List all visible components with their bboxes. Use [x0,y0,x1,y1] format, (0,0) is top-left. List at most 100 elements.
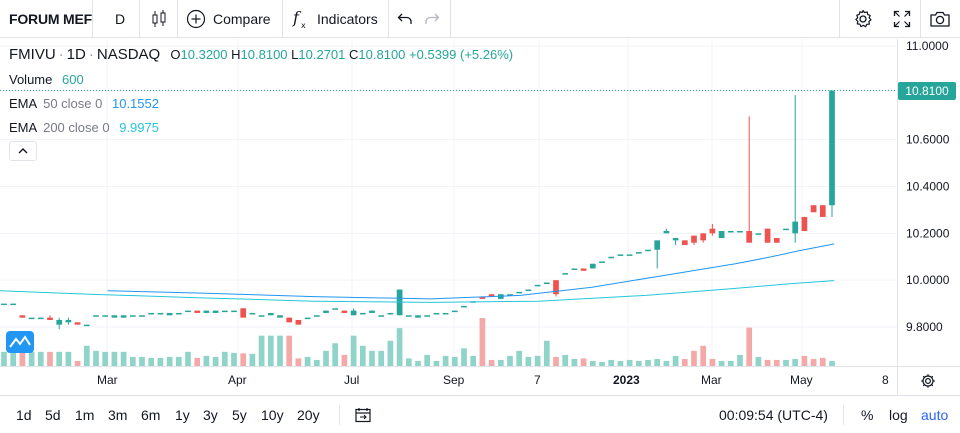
volume-legend[interactable]: Volume 600 [9,72,84,87]
candle-body [249,312,256,315]
indicators-label: Indicators [317,11,378,27]
candle-body [727,230,734,233]
undo-button[interactable] [396,0,414,38]
chart-type-button[interactable] [148,0,170,38]
ema50-legend[interactable]: EMA 50 close 0 10.1552 [9,96,159,111]
time-tick-label: May [790,373,813,387]
bottom-toolbar: 1d 5d 1m 3m 6m 1y 3y 5y 10y 20y 00:09:54… [0,395,960,433]
range-1d-button[interactable]: 1d [16,407,32,423]
volume-bar [829,360,835,366]
volume-bar [341,354,348,366]
volume-bar [617,360,624,366]
snapshot-button[interactable] [928,0,952,38]
candle-body [258,315,265,317]
volume-bar [286,335,293,366]
candle-body [829,90,835,206]
candle-body [783,228,789,231]
indicators-button[interactable]: f x Indicators [292,0,378,38]
range-1y-button[interactable]: 1y [175,407,190,423]
log-scale-button[interactable]: log [889,407,908,423]
volume-bar [645,359,651,366]
timezone-clock[interactable]: 00:09:54 (UTC-4) [719,407,828,423]
settings-button[interactable] [851,0,875,38]
range-10y-button[interactable]: 10y [261,407,284,423]
compare-button[interactable]: Compare [186,0,271,38]
candle-body [231,310,237,313]
candle-body [350,310,357,316]
candle-body [507,294,513,296]
ema50-params: 50 close 0 [43,96,103,111]
volume-bar [672,355,679,366]
high-key: H [231,47,241,62]
volume-bar [83,345,90,366]
range-20y-button[interactable]: 20y [297,407,320,423]
toolbar-divider [450,0,451,38]
time-axis-settings-button[interactable] [919,373,937,389]
volume-bar [534,355,541,366]
toolbar-divider [920,0,921,38]
volume-bar [267,335,274,366]
candle-body [516,291,523,294]
time-tick-label: Apr [228,373,247,387]
volume-bar [415,360,421,366]
candle-body [28,317,35,320]
toolbar-divider [177,0,178,38]
candle-body [488,294,495,297]
candle-body [129,315,136,317]
go-to-date-button[interactable] [353,396,373,433]
range-5d-button[interactable]: 5d [45,407,61,423]
volume-bar [37,351,44,366]
range-6m-button[interactable]: 6m [141,407,161,423]
price-chart[interactable]: 11.0000 10.6000 10.4000 10.2000 10.0000 9.800… [0,39,960,395]
volume-bar [19,351,26,366]
candle-body [203,310,210,313]
volume-label: Volume [9,72,53,87]
percent-scale-button[interactable]: % [861,407,874,423]
volume-bar [258,335,265,366]
symbol-search-button[interactable]: FORUM MEF [9,11,92,27]
toolbar-divider [388,0,389,38]
candle-body [479,296,486,299]
candle-body [801,216,808,231]
ema200-legend[interactable]: EMA 200 close 0 9.9975 [9,120,159,135]
volume-bar [212,356,219,366]
candle-body [185,310,191,313]
candle-body [286,317,293,323]
time-tick-label: Sep [443,373,465,387]
ema50-label: EMA [9,96,37,111]
fullscreen-button[interactable] [890,0,914,38]
high-value: 10.8100 [240,47,288,62]
candle-body [571,268,578,270]
auto-scale-button[interactable]: auto [921,407,949,423]
candle-body [323,310,329,313]
interval-button[interactable]: D [114,11,126,27]
range-5y-button[interactable]: 5y [232,407,247,423]
volume-bar [783,359,789,366]
candle-body [691,235,697,243]
candle-body [56,319,63,325]
ema50-value: 10.1552 [111,96,159,111]
candle-body [672,238,679,241]
price-tick-label: 10.6000 [906,133,950,147]
volume-bar [313,359,320,366]
candle-body [709,228,716,234]
volume-bar [589,360,596,366]
candle-body [562,273,569,275]
gear-icon [855,9,872,28]
candle-body [617,254,624,256]
volume-bar [442,355,449,366]
redo-button[interactable] [423,0,441,38]
candle-body [369,310,375,313]
range-1m-button[interactable]: 1m [75,407,95,423]
volume-bar [175,356,182,366]
volume-bar [746,327,753,366]
legend-collapse-button[interactable] [9,141,37,161]
candle-body [415,315,421,318]
volume-bar [764,359,771,366]
volume-bar [773,359,780,366]
legend-ohlc: O10.3200 H10.8100 L10.2701 C10.8100 +0.5… [170,47,513,62]
candle-body [102,315,109,317]
range-3m-button[interactable]: 3m [108,407,128,423]
range-3y-button[interactable]: 3y [203,407,218,423]
tradingview-logo-icon [6,331,34,353]
